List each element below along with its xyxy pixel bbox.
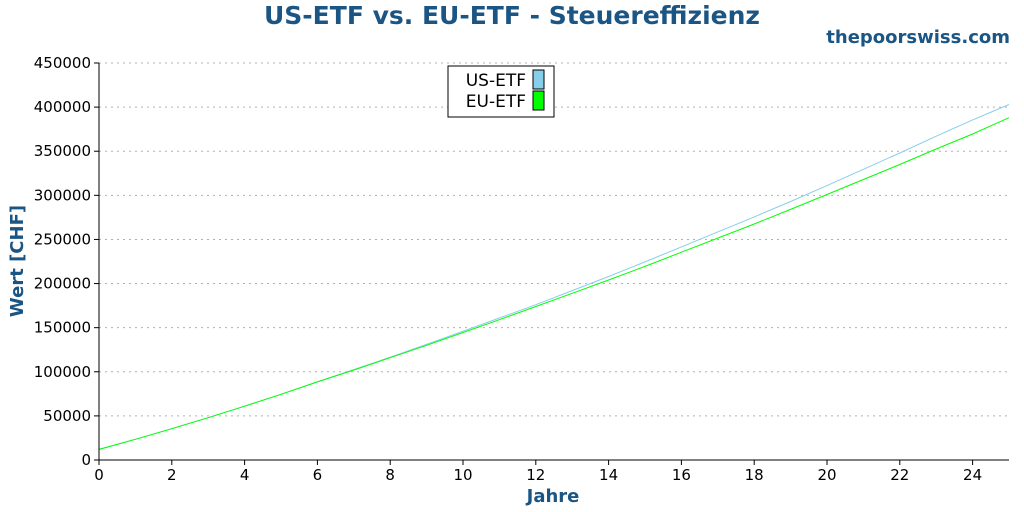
x-tick-label: 20 [817,466,836,484]
y-tick-label: 200000 [34,275,91,293]
legend: US-ETF EU-ETF [447,65,555,118]
x-tick-label: 24 [963,466,982,484]
x-tick-label: 16 [672,466,691,484]
series-lines [98,104,1010,450]
y-tick-label: 100000 [34,363,91,381]
y-tick-label: 450000 [34,54,91,72]
x-tick-label: 0 [94,466,104,484]
x-tick-label: 10 [453,466,472,484]
axes [98,63,1009,461]
series-line-us-etf [98,104,1010,450]
y-tick-label: 300000 [34,186,91,204]
series-line-eu-etf [98,117,1010,450]
site-label: thepoorswiss.com [826,27,1010,48]
x-tick-label: 8 [385,466,395,484]
x-tick-label: 2 [167,466,177,484]
legend-label-us-etf: US-ETF [466,71,526,91]
y-axis-title: Wert [CHF] [7,205,28,317]
y-tick-label: 250000 [34,230,91,248]
grid-lines [99,62,1009,417]
x-tick-label: 6 [313,466,323,484]
chart-title: US-ETF vs. EU-ETF - Steuereffizienz [264,1,760,30]
x-tick-label: 14 [599,466,618,484]
x-axis-title: Jahre [525,486,580,507]
y-tick-label: 0 [81,451,91,469]
y-tick-label: 150000 [34,319,91,337]
x-tick-label: 22 [890,466,909,484]
y-tick-label: 350000 [34,142,91,160]
legend-swatch-eu-etf [532,90,545,111]
legend-swatch-us-etf [532,69,545,90]
y-tick-label: 50000 [43,407,91,425]
y-tick-label: 400000 [34,98,91,116]
x-tick-label: 12 [526,466,545,484]
tick-labels: 0 50000 100000 150000 200000 250000 300000 3500… [34,54,982,484]
x-tick-label: 18 [745,466,764,484]
legend-label-eu-etf: EU-ETF [466,92,526,112]
x-tick-label: 4 [240,466,250,484]
